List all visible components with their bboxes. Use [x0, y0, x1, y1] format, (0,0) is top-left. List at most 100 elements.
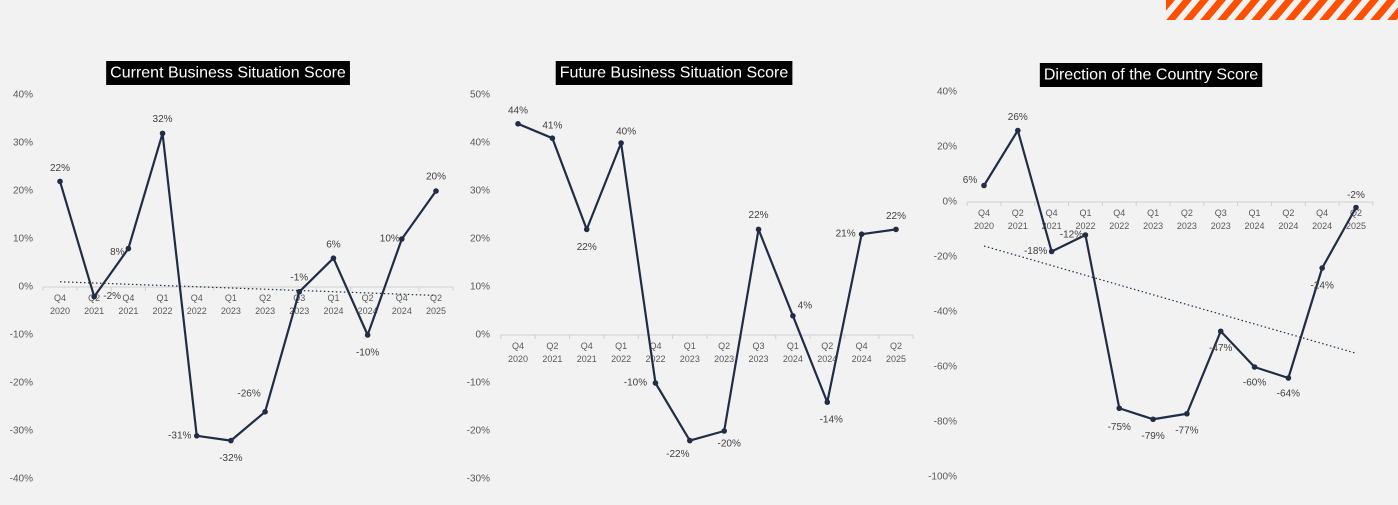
x-category-year: 2023 [289, 306, 309, 316]
x-category-year: 2022 [1109, 221, 1129, 231]
x-category-quarter: Q1 [1147, 208, 1159, 218]
x-category-quarter: Q3 [1215, 208, 1227, 218]
x-category-year: 2022 [187, 306, 207, 316]
x-category-year: 2021 [542, 354, 562, 364]
data-point [433, 188, 439, 194]
x-category-year: 2024 [1278, 221, 1298, 231]
data-point [1082, 232, 1089, 238]
x-category-year: 2023 [1177, 221, 1197, 231]
x-category-year: 2024 [817, 354, 837, 364]
series-line [983, 129, 1357, 421]
x-category-year: 2023 [255, 306, 275, 316]
data-point [193, 433, 200, 439]
x-category-quarter: Q1 [225, 293, 237, 303]
x-category-quarter: Q2 [430, 293, 442, 303]
x-category-year: 2025 [1346, 221, 1366, 231]
data-point [721, 428, 727, 434]
data-point [91, 293, 97, 300]
chart-title-background [1039, 63, 1263, 87]
x-category-quarter: Q2 [1350, 208, 1362, 218]
series-line [58, 132, 437, 442]
data-label: 4% [798, 300, 813, 311]
chart-1: Current Business Situation Score 40% 30% 20… [10, 61, 454, 485]
x-category-year: 2024 [852, 354, 872, 364]
data-point [1353, 204, 1359, 211]
data-label: -47% [1209, 343, 1232, 354]
x-category-quarter: Q2 [259, 293, 271, 303]
data-label: -22% [666, 449, 689, 460]
data-label: -2% [1347, 190, 1365, 201]
data-label: -31% [168, 430, 191, 441]
y-tick-label: -30% [467, 474, 490, 485]
data-label: -79% [1141, 431, 1164, 442]
x-category-year: 2023 [749, 354, 769, 364]
x-category-year: 2024 [392, 306, 412, 316]
y-tick-label: -10% [10, 330, 33, 341]
x-category-quarter: Q2 [1181, 208, 1193, 218]
data-label: 10% [380, 234, 400, 245]
x-category-year: 2020 [50, 306, 70, 316]
y-tick-label: -100% [928, 472, 957, 483]
x-category-quarter: Q3 [293, 293, 305, 303]
data-point [1184, 410, 1190, 417]
x-category-year: 2024 [1312, 221, 1332, 231]
y-tick-label: -60% [934, 362, 957, 373]
x-category-quarter: Q4 [1113, 208, 1125, 218]
data-point [824, 399, 831, 406]
data-label: 32% [153, 114, 173, 125]
data-point [125, 245, 132, 252]
data-point [1015, 127, 1021, 134]
y-tick-label: -30% [10, 426, 33, 437]
data-point [687, 437, 693, 444]
data-label: -64% [1277, 389, 1300, 400]
y-tick-label: 20% [13, 186, 33, 197]
x-category-quarter: Q4 [649, 341, 661, 351]
x-category-quarter: Q4 [1046, 208, 1058, 218]
chart-title-background [555, 61, 793, 85]
data-label: 41% [542, 121, 562, 132]
data-label: 22% [749, 210, 769, 221]
data-label: -75% [1108, 422, 1131, 433]
y-tick-label: 0% [943, 197, 958, 208]
y-tick-label: 10% [470, 282, 490, 293]
x-category-year: 2021 [577, 354, 597, 364]
x-category-year: 2024 [323, 306, 343, 316]
x-category-year: 2023 [680, 354, 700, 364]
data-point [618, 140, 624, 146]
x-category-quarter: Q1 [1249, 208, 1261, 218]
y-tick-label: 0% [476, 330, 491, 341]
x-category-year: 2020 [508, 354, 528, 364]
y-tick-label: -20% [10, 378, 33, 389]
x-category-year: 2024 [1245, 221, 1265, 231]
chart-3: Direction of the Country Score 40% 20% 0% -2… [928, 63, 1374, 483]
data-point [549, 135, 556, 141]
y-tick-label: -20% [467, 426, 490, 437]
y-tick-label: 0% [19, 282, 34, 293]
data-point [330, 255, 337, 261]
y-tick-label: 10% [13, 234, 33, 245]
data-point [57, 178, 63, 185]
x-category-quarter: Q1 [787, 341, 799, 351]
x-category-year: 2021 [84, 306, 104, 316]
x-category-quarter: Q2 [546, 341, 558, 351]
chart-title: Current Business Situation Score [110, 65, 346, 82]
data-label: -24% [1311, 281, 1334, 292]
data-label: 40% [616, 127, 636, 138]
y-tick-label: 50% [470, 90, 490, 101]
data-point [515, 121, 521, 127]
x-category-year: 2023 [714, 354, 734, 364]
x-category-quarter: Q1 [157, 293, 169, 303]
x-category-quarter: Q3 [753, 341, 765, 351]
x-category-quarter: Q4 [581, 341, 593, 351]
y-tick-label: -80% [934, 417, 957, 428]
x-category-quarter: Q4 [191, 293, 203, 303]
data-point [228, 437, 234, 444]
chart-title: Future Business Situation Score [560, 65, 789, 82]
data-point [790, 313, 796, 319]
data-label: 44% [508, 105, 528, 116]
y-tick-label: 40% [937, 87, 957, 98]
y-tick-label: 30% [470, 186, 490, 197]
data-label: -26% [237, 388, 260, 399]
x-category-quarter: Q4 [54, 293, 66, 303]
x-category-year: 2021 [1042, 221, 1062, 231]
